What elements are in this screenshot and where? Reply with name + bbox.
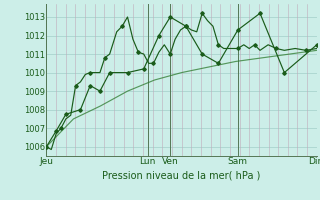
X-axis label: Pression niveau de la mer( hPa ): Pression niveau de la mer( hPa )	[102, 171, 261, 181]
